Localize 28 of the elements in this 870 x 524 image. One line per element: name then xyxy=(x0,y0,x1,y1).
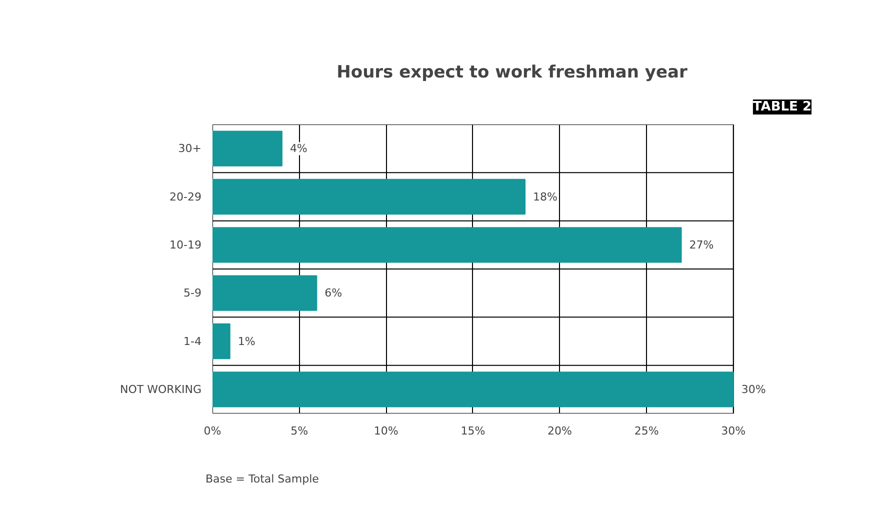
y-tick-label: 5-9 xyxy=(184,286,202,300)
x-tick-label: 0% xyxy=(204,424,222,438)
data-label: 18% xyxy=(533,190,558,204)
y-tick-label: 10-19 xyxy=(170,238,202,252)
bar xyxy=(212,178,526,215)
x-tick-label: 25% xyxy=(634,424,659,438)
y-tick-label: 30+ xyxy=(178,142,202,156)
y-tick-label: NOT WORKING xyxy=(120,382,202,396)
bar xyxy=(212,130,282,166)
bar xyxy=(212,372,734,408)
x-tick-label: 5% xyxy=(290,424,308,438)
data-label: 6% xyxy=(324,286,342,300)
chart-title: Hours expect to work freshman year xyxy=(336,62,688,82)
y-tick-label: 20-29 xyxy=(170,190,202,204)
bar xyxy=(212,323,230,360)
data-label: 1% xyxy=(238,334,256,348)
x-tick-label: 10% xyxy=(374,424,398,438)
bar xyxy=(212,227,682,263)
text: Base = Total Sample xyxy=(206,472,320,486)
x-tick-label: 30% xyxy=(721,424,746,438)
data-label: 27% xyxy=(689,238,714,252)
caption: TABLE 2 xyxy=(752,100,812,114)
data-label: 4% xyxy=(290,142,308,156)
x-tick-label: 20% xyxy=(548,424,572,438)
y-tick-label: 1-4 xyxy=(184,334,202,348)
bar xyxy=(212,275,318,311)
data-label: 30% xyxy=(741,382,766,396)
x-tick-label: 15% xyxy=(460,424,486,438)
